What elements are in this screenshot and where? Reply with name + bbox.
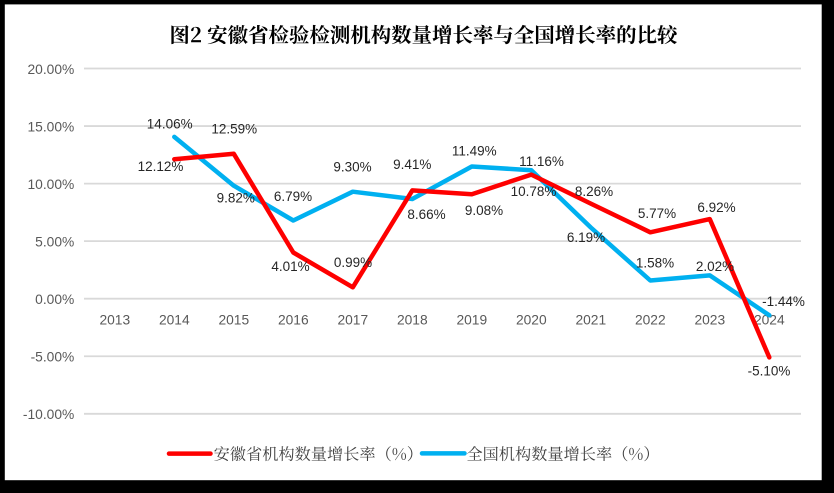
svg-text:12.12%: 12.12% [138, 159, 184, 174]
svg-text:2020: 2020 [516, 313, 547, 328]
svg-text:8.66%: 8.66% [407, 207, 445, 222]
svg-text:2016: 2016 [278, 313, 309, 328]
svg-text:6.92%: 6.92% [697, 200, 735, 215]
svg-text:12.59%: 12.59% [211, 122, 257, 137]
svg-text:11.16%: 11.16% [519, 154, 564, 169]
svg-text:-1.44%: -1.44% [762, 294, 805, 309]
svg-text:11.49%: 11.49% [452, 143, 497, 158]
svg-text:10.00%: 10.00% [28, 177, 75, 192]
svg-text:14.06%: 14.06% [147, 117, 193, 132]
svg-text:2021: 2021 [575, 313, 606, 328]
svg-text:0.00%: 0.00% [35, 292, 74, 307]
svg-text:2024: 2024 [754, 313, 785, 328]
svg-text:5.77%: 5.77% [638, 206, 676, 221]
svg-text:2023: 2023 [694, 313, 725, 328]
svg-text:8.26%: 8.26% [575, 184, 613, 199]
svg-text:9.82%: 9.82% [217, 190, 255, 205]
svg-text:-5.10%: -5.10% [748, 364, 791, 379]
svg-text:-10.00%: -10.00% [23, 407, 74, 422]
svg-text:2018: 2018 [397, 313, 428, 328]
svg-text:2022: 2022 [635, 313, 666, 328]
svg-text:4.01%: 4.01% [271, 259, 309, 274]
svg-text:2017: 2017 [337, 313, 368, 328]
svg-text:2013: 2013 [99, 313, 130, 328]
svg-text:15.00%: 15.00% [28, 119, 75, 134]
svg-text:5.00%: 5.00% [35, 235, 74, 250]
svg-text:-5.00%: -5.00% [31, 350, 75, 365]
svg-text:2015: 2015 [218, 313, 249, 328]
svg-text:9.41%: 9.41% [393, 157, 431, 172]
svg-text:9.30%: 9.30% [333, 159, 371, 174]
svg-text:20.00%: 20.00% [28, 62, 75, 77]
svg-text:9.08%: 9.08% [465, 203, 503, 218]
svg-text:6.79%: 6.79% [274, 189, 312, 204]
svg-text:10.78%: 10.78% [511, 184, 557, 199]
svg-text:2.02%: 2.02% [696, 259, 734, 274]
svg-text:2014: 2014 [159, 313, 190, 328]
svg-text:2019: 2019 [456, 313, 487, 328]
svg-text:1.58%: 1.58% [636, 255, 674, 270]
svg-text:6.19%: 6.19% [567, 230, 605, 245]
svg-text:0.99%: 0.99% [334, 255, 372, 270]
